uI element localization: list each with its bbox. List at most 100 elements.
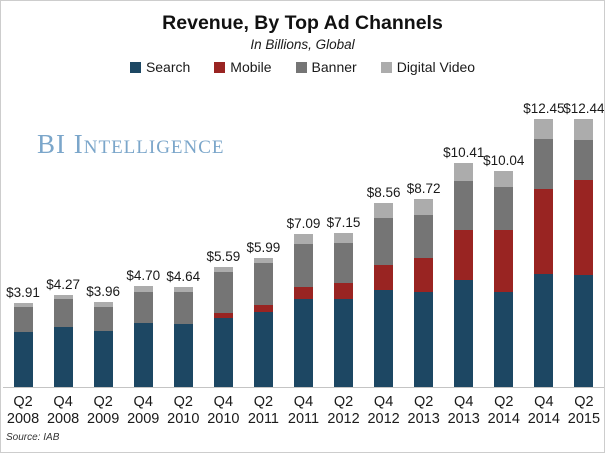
legend-item-banner: Banner: [295, 59, 357, 75]
x-tick-label: Q2 2012: [324, 394, 364, 427]
bar-segment-digital-video: [213, 266, 233, 272]
bar-column: $3.91: [3, 285, 43, 387]
x-axis: Q2 2008 Q4 2008 Q2 2009 Q4 2009 Q2 2010 Q4 2010 Q2 20…: [3, 394, 604, 427]
x-tick-label: Q2 2010: [163, 394, 203, 427]
bar-segment-search: [93, 331, 113, 387]
bar-segment-digital-video: [574, 119, 594, 141]
legend-label: Mobile: [230, 59, 272, 75]
stacked-bar: [213, 266, 233, 387]
bar-segment-banner: [494, 186, 514, 231]
bar-value-label: $10.41: [443, 144, 485, 160]
stacked-bar: [574, 119, 594, 387]
x-tick-label: Q4 2013: [444, 394, 484, 427]
stacked-bar: [13, 302, 33, 387]
bar-value-label: $7.09: [286, 216, 321, 232]
bar-segment-banner: [293, 244, 313, 287]
x-tick-label: Q4 2011: [283, 394, 323, 427]
x-tick-label: Q2 2008: [3, 394, 43, 427]
bar-segment-search: [494, 291, 514, 387]
legend-label: Banner: [311, 59, 357, 75]
x-tick-label: Q4 2009: [123, 394, 163, 427]
bar-segment-search: [534, 273, 554, 387]
bar-segment-search: [253, 311, 273, 387]
x-tick-year: 2009: [127, 410, 160, 427]
x-tick-quarter: Q2: [253, 394, 274, 410]
x-tick-quarter: Q2: [173, 394, 193, 410]
watermark-bi-intelligence: BI Intelligence: [37, 129, 225, 159]
bar-segment-banner: [93, 306, 113, 331]
bar-segment-search: [173, 323, 193, 387]
bar-value-label: $4.70: [126, 267, 161, 283]
legend: Search Mobile Banner Digital Video: [1, 59, 604, 75]
chart-subtitle: In Billions, Global: [250, 37, 355, 52]
bar-segment-mobile: [293, 286, 313, 299]
legend-item-search: Search: [129, 59, 191, 75]
x-tick-year: 2013: [407, 410, 440, 427]
bar-segment-mobile: [334, 283, 354, 299]
bar-segment-banner: [173, 291, 193, 324]
stacked-bar: [253, 257, 273, 387]
legend-label: Digital Video: [396, 59, 476, 75]
bar-segment-banner: [454, 180, 474, 230]
bar-segment-banner: [414, 215, 434, 258]
x-tick-year: 2008: [6, 410, 40, 427]
x-tick-quarter: Q4: [293, 394, 314, 410]
bar-column: $5.99: [243, 240, 283, 387]
x-tick-year: 2013: [447, 410, 480, 427]
x-tick-label: Q2 2011: [243, 394, 283, 427]
x-tick-quarter: Q4: [534, 394, 554, 410]
bar-segment-mobile: [213, 312, 233, 318]
bar-segment-mobile: [574, 180, 594, 276]
bar-column: $12.45: [523, 101, 565, 387]
bar-value-label: $12.44: [563, 101, 605, 117]
bar-column: $10.41: [443, 144, 485, 387]
bar-column: $4.27: [43, 277, 83, 387]
bar-segment-digital-video: [494, 170, 514, 187]
bar-value-label: $5.99: [246, 239, 281, 255]
source-note: Source: IAB: [6, 432, 60, 443]
x-tick-quarter: Q4: [213, 394, 234, 410]
bar-value-label: $8.56: [366, 184, 401, 200]
legend-swatch-icon: [214, 61, 226, 73]
stacked-bar: [454, 162, 474, 387]
stacked-bar: [414, 199, 434, 387]
legend-swatch-icon: [129, 61, 141, 73]
x-tick-quarter: Q2: [413, 394, 434, 410]
bar-column: $8.72: [404, 181, 444, 387]
x-tick-year: 2010: [167, 410, 200, 427]
bar-segment-digital-video: [454, 162, 474, 181]
stacked-bar: [534, 118, 554, 387]
x-tick-label: Q2 2014: [484, 394, 524, 427]
bar-column: $4.64: [163, 269, 203, 387]
x-tick-year: 2011: [287, 410, 320, 427]
x-tick-quarter: Q2: [333, 394, 354, 410]
bar-segment-mobile: [253, 305, 273, 312]
legend-label: Search: [145, 59, 191, 75]
x-tick-year: 2012: [367, 410, 400, 427]
bar-column: $8.56: [364, 185, 404, 387]
stacked-bar: [374, 202, 394, 387]
bar-segment-banner: [334, 243, 354, 284]
bar-segment-digital-video: [133, 285, 153, 292]
bar-segment-mobile: [534, 188, 554, 274]
bar-segment-digital-video: [334, 232, 354, 244]
bar-value-label: $5.59: [206, 248, 241, 264]
x-tick-year: 2011: [247, 410, 279, 427]
bar-segment-digital-video: [253, 257, 273, 264]
bar-column: $7.09: [283, 216, 323, 387]
bar-column: $7.15: [324, 215, 364, 387]
x-tick-year: 2012: [327, 410, 360, 427]
bar-segment-banner: [53, 299, 73, 327]
stacked-bar: [53, 295, 73, 387]
bar-segment-digital-video: [534, 118, 554, 140]
bar-column: $10.04: [483, 153, 524, 387]
stacked-bar: [93, 301, 113, 387]
bar-segment-digital-video: [53, 295, 73, 300]
bar-segment-search: [293, 298, 313, 387]
x-tick-label: Q2 2009: [83, 394, 123, 427]
bar-segment-banner: [534, 139, 554, 189]
x-tick-year: 2009: [87, 410, 120, 427]
bar-segment-search: [374, 290, 394, 387]
bar-value-label: $4.64: [166, 269, 201, 285]
